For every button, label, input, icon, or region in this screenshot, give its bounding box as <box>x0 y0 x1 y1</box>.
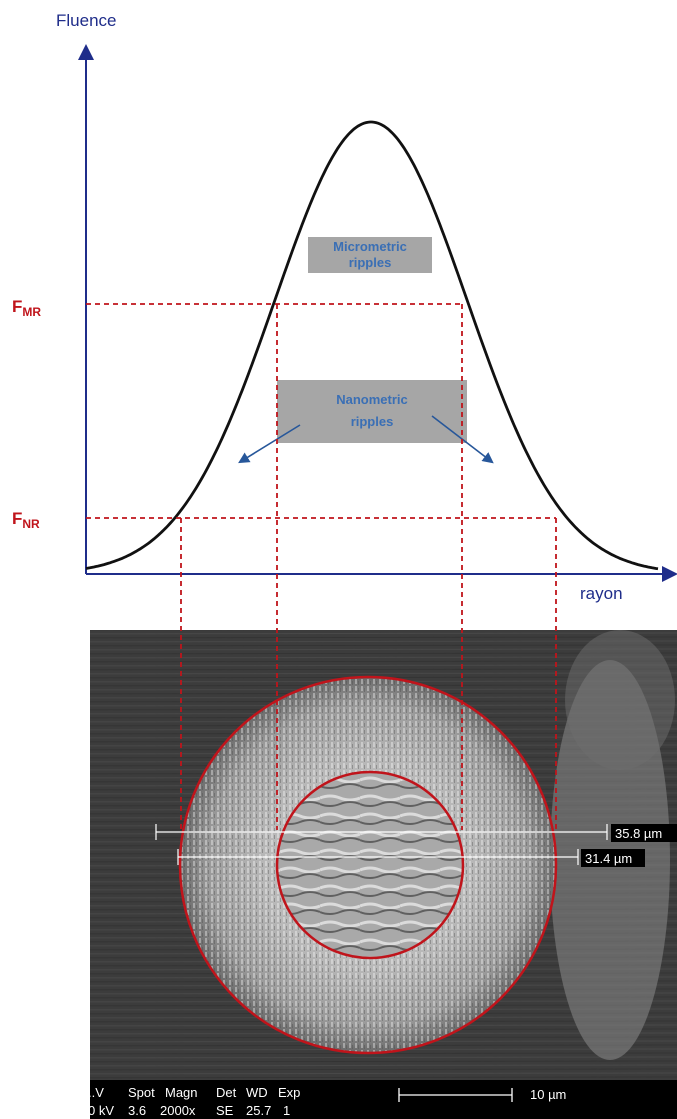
measurement-label-31-4: 31.4 µm <box>585 851 632 866</box>
info-val-wd: 25.7 <box>246 1103 271 1118</box>
scale-bar <box>398 1088 513 1102</box>
nanometric-label-2: ripples <box>351 414 394 429</box>
sem-image <box>90 630 677 1080</box>
inner-ring <box>275 770 465 960</box>
info-hdr-wd: WD <box>246 1085 268 1100</box>
fmr-sub: MR <box>22 305 41 319</box>
outer-ring <box>178 675 558 1055</box>
measurement-35-8: 35.8 µm <box>155 824 677 842</box>
threshold-lines <box>86 303 557 832</box>
info-val-magn: 2000x <box>160 1103 196 1118</box>
info-hdr-magn: Magn <box>165 1085 198 1100</box>
threshold-fnr-label: FNR <box>12 509 40 531</box>
fmr-main: F <box>12 297 22 316</box>
info-val-exp: 1 <box>283 1103 290 1118</box>
measurement-label-35-8: 35.8 µm <box>615 826 662 841</box>
scale-bar-label: 10 µm <box>530 1087 566 1102</box>
micrometric-zone: Micrometric ripples <box>308 237 432 273</box>
info-val-kv: 0 kV <box>88 1103 114 1118</box>
info-val-spot: 3.6 <box>128 1103 146 1118</box>
info-hdr-exp: Exp <box>278 1085 300 1100</box>
nanometric-zone: Nanometric ripples <box>277 380 467 443</box>
info-val-det: SE <box>216 1103 234 1118</box>
info-hdr-spot: Spot <box>128 1085 155 1100</box>
svg-text:0 kV 3.6 2000x: 0 kV 3.6 2000x SE 25.7 1 <box>88 1103 290 1118</box>
nanometric-label-1: Nanometric <box>336 392 408 407</box>
fnr-main: F <box>12 509 22 528</box>
micrometric-label-1: Micrometric <box>333 239 407 254</box>
ablation-spot <box>180 677 556 1053</box>
threshold-fmr-label: FMR <box>12 297 41 319</box>
micrometric-label-2: ripples <box>349 255 392 270</box>
y-axis-label: Fluence <box>56 11 116 30</box>
gaussian-curve <box>85 120 659 571</box>
info-hdr-kv: ..V <box>88 1085 104 1100</box>
info-hdr-det: Det <box>216 1085 237 1100</box>
sem-info-bar: ..V Spot Magn Det WD Exp 0 kV 3.6 2000x … <box>88 1080 677 1119</box>
arrow-left <box>238 424 301 464</box>
measurement-31-4: 31.4 µm <box>177 849 645 867</box>
x-axis-label: rayon <box>580 584 623 603</box>
fnr-sub: NR <box>22 517 40 531</box>
svg-text:..V Spot Magn: ..V Spot Magn Det WD Exp <box>88 1085 300 1100</box>
